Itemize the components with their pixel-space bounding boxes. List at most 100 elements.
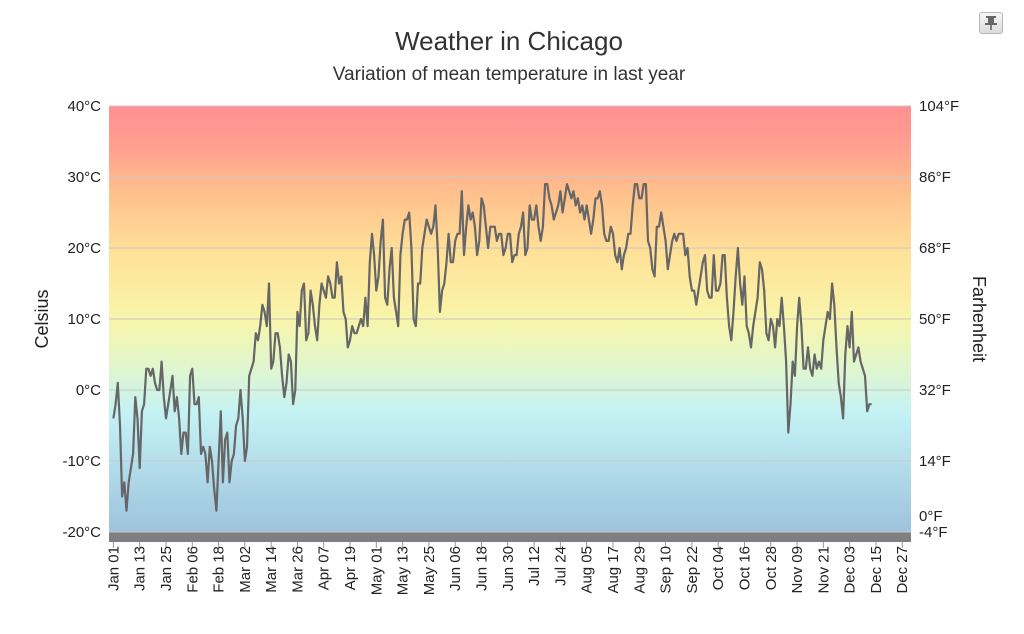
data-point: [377, 275, 379, 277]
right-tick-label: 68°F: [919, 240, 951, 257]
data-point: [540, 240, 542, 242]
data-point: [310, 290, 312, 292]
data-point: [248, 375, 250, 377]
data-point: [746, 325, 748, 327]
data-point: [268, 282, 270, 284]
right-tick-label: 0°F: [919, 508, 943, 525]
x-tick-label: Jan 13: [132, 546, 149, 591]
data-point: [406, 219, 408, 221]
data-point: [494, 226, 496, 228]
data-point: [301, 290, 303, 292]
data-point: [871, 403, 873, 405]
data-point: [583, 219, 585, 221]
export-menu-button[interactable]: [979, 12, 1003, 34]
data-point: [222, 481, 224, 483]
data-point: [459, 233, 461, 235]
data-point: [156, 389, 158, 391]
data-point: [158, 389, 160, 391]
data-point: [340, 275, 342, 277]
data-point: [537, 226, 539, 228]
data-point: [862, 368, 864, 370]
data-point: [112, 417, 114, 419]
data-point: [329, 282, 331, 284]
data-point: [638, 197, 640, 199]
x-tick-label: May 01: [368, 546, 385, 595]
data-point: [579, 211, 581, 213]
data-point: [404, 219, 406, 221]
data-point: [601, 204, 603, 206]
data-point: [616, 261, 618, 263]
data-point: [634, 183, 636, 185]
data-point: [592, 219, 594, 221]
data-point: [572, 190, 574, 192]
data-point: [785, 361, 787, 363]
data-point: [697, 290, 699, 292]
data-point: [835, 346, 837, 348]
data-point: [117, 382, 119, 384]
data-point: [610, 226, 612, 228]
data-point: [675, 240, 677, 242]
data-point: [397, 325, 399, 327]
data-point: [778, 325, 780, 327]
data-point: [590, 233, 592, 235]
data-point: [215, 510, 217, 512]
data-point: [189, 375, 191, 377]
data-point: [614, 254, 616, 256]
data-point: [454, 240, 456, 242]
x-tick-label: Dec 27: [894, 546, 911, 594]
data-point: [426, 219, 428, 221]
right-tick-label: 14°F: [919, 453, 951, 470]
data-point: [507, 233, 509, 235]
data-point: [483, 204, 485, 206]
data-point: [763, 290, 765, 292]
data-point: [516, 254, 518, 256]
data-point: [290, 361, 292, 363]
data-point: [669, 254, 671, 256]
data-point: [761, 268, 763, 270]
data-point: [480, 197, 482, 199]
data-point: [472, 211, 474, 213]
temperature-series-line[interactable]: [112, 183, 872, 512]
data-point: [625, 247, 627, 249]
data-point: [362, 325, 364, 327]
data-point: [505, 247, 507, 249]
data-point: [656, 226, 658, 228]
data-point: [382, 219, 384, 221]
data-point: [809, 368, 811, 370]
data-point: [417, 282, 419, 284]
left-tick-label: 0°C: [76, 382, 101, 399]
data-point: [818, 361, 820, 363]
data-point: [476, 254, 478, 256]
data-point: [684, 254, 686, 256]
grid-lines: [109, 105, 911, 533]
data-point: [294, 389, 296, 391]
data-point: [645, 183, 647, 185]
plot-floor-band: [109, 532, 911, 542]
x-tick-label: Dec 15: [868, 546, 885, 594]
data-point: [662, 226, 664, 228]
x-tick-label: Mar 02: [237, 546, 254, 593]
data-point: [689, 275, 691, 277]
data-point: [855, 353, 857, 355]
data-point: [844, 353, 846, 355]
data-point: [255, 332, 257, 334]
data-point: [264, 311, 266, 313]
data-point: [321, 282, 323, 284]
right-tick-label: 32°F: [919, 382, 951, 399]
data-point: [253, 361, 255, 363]
pushpin-icon: [985, 16, 997, 30]
data-point: [575, 204, 577, 206]
data-point: [281, 375, 283, 377]
data-point: [147, 368, 149, 370]
data-point: [187, 453, 189, 455]
data-point: [654, 275, 656, 277]
data-point: [316, 339, 318, 341]
data-point: [461, 190, 463, 192]
data-point: [798, 297, 800, 299]
data-point: [789, 403, 791, 405]
data-point: [730, 339, 732, 341]
data-point: [432, 226, 434, 228]
data-point: [594, 197, 596, 199]
data-point: [250, 368, 252, 370]
data-point: [119, 424, 121, 426]
